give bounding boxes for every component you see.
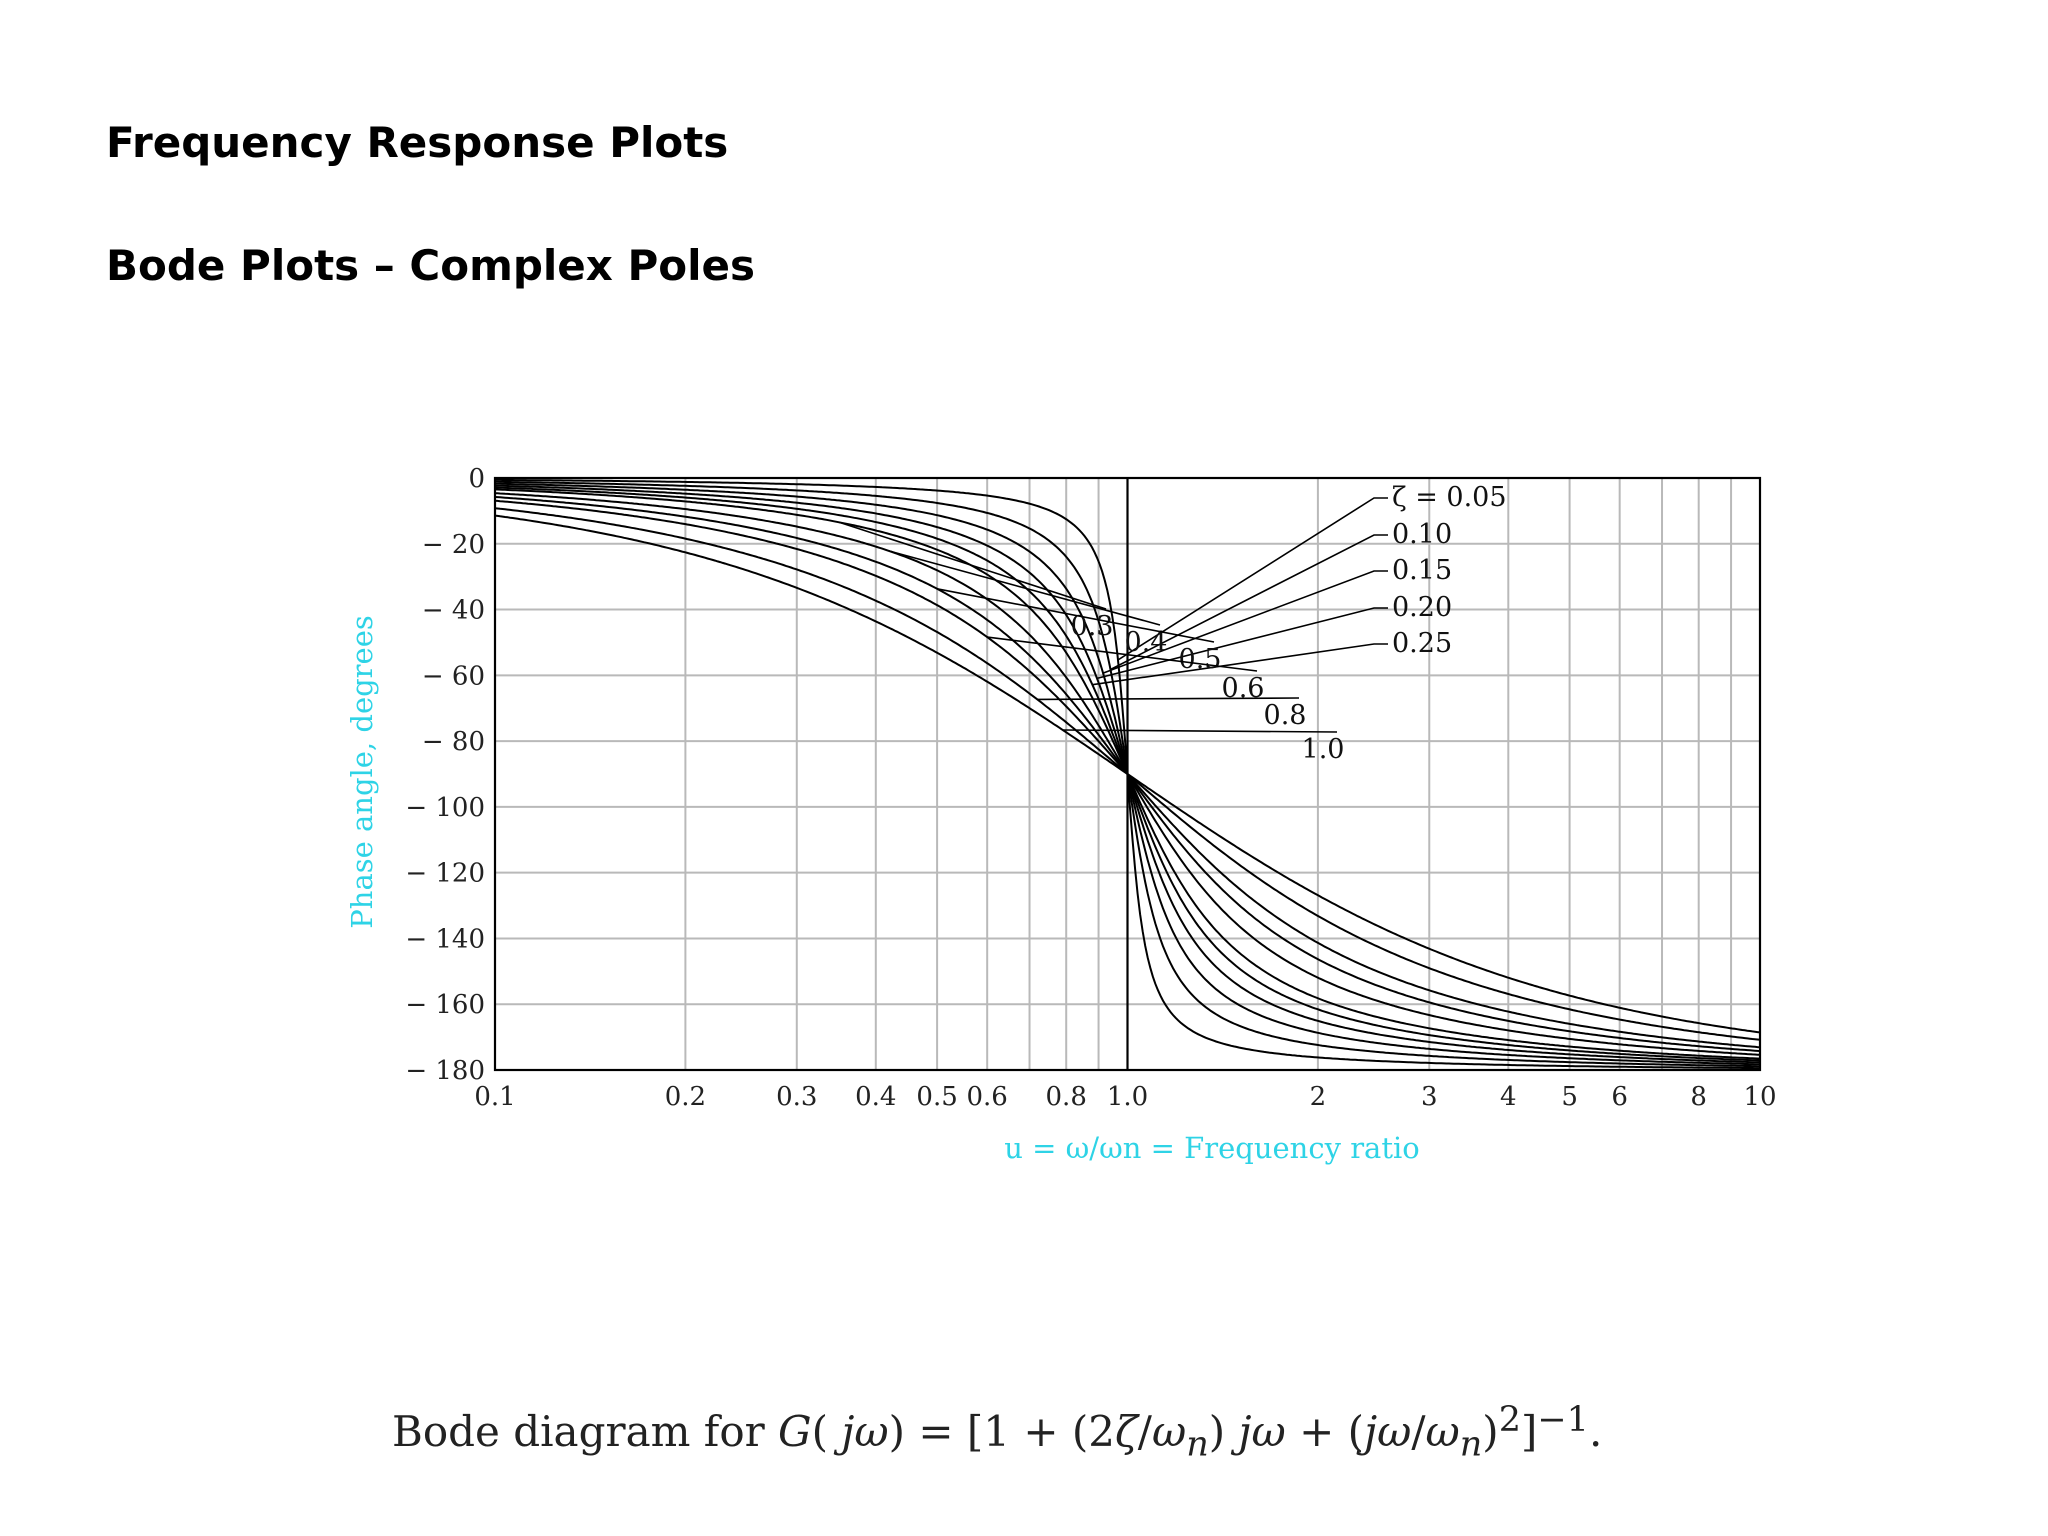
damping-label: ζ = 0.05: [1392, 482, 1507, 513]
x-tick-label: 4: [1500, 1082, 1517, 1112]
x-tick-label: 0.1: [474, 1082, 515, 1112]
caption-zeta: ζ: [1115, 1407, 1138, 1456]
x-tick-label: 10: [1743, 1082, 1776, 1112]
damping-label: 0.6: [1222, 673, 1265, 704]
x-tick-label: 3: [1421, 1082, 1438, 1112]
caption-n2: n: [1459, 1424, 1483, 1465]
x-tick-label: 0.6: [967, 1082, 1008, 1112]
damping-leader: [987, 636, 1258, 672]
caption-inv: −1: [1537, 1400, 1589, 1440]
x-tick-label: 0.5: [916, 1082, 957, 1112]
damping-leader: [936, 588, 1215, 643]
x-axis-label: u = ω/ωn = Frequency ratio: [1004, 1131, 1420, 1165]
caption-jw2: jω: [1238, 1407, 1286, 1456]
section-title: Bode Plots – Complex Poles: [106, 241, 756, 290]
y-tick-label: − 160: [405, 990, 485, 1020]
damping-leader: [1096, 607, 1388, 680]
caption-n1: n: [1186, 1424, 1209, 1465]
damping-label: 1.0: [1302, 734, 1345, 765]
damping-labels: ζ = 0.050.100.150.200.250.30.40.50.60.81…: [838, 482, 1507, 765]
caption-bracket: ]: [1520, 1407, 1538, 1456]
x-tick-label: 8: [1690, 1082, 1707, 1112]
y-tick-label: − 60: [422, 661, 485, 691]
y-tick-label: − 120: [405, 859, 485, 889]
figure-caption: Bode diagram for G( jω) = [1 + (2ζ/ωn) j…: [392, 1400, 1602, 1464]
caption-slash2: /: [1411, 1407, 1426, 1456]
caption-close2: ): [1482, 1407, 1499, 1456]
y-axis-label: Phase angle, degrees: [345, 615, 379, 929]
damping-label: 0.20: [1392, 592, 1452, 623]
caption-close1: ): [1208, 1407, 1239, 1456]
damping-label: 0.8: [1264, 700, 1307, 731]
x-tick-label: 5: [1561, 1082, 1578, 1112]
x-tick-label: 0.2: [665, 1082, 706, 1112]
tick-labels: 0.1 0.2 0.3 0.4 0.5 0.6 0.8 1.0 2 3 4 5 6 8 100− 20− 4…: [405, 464, 1776, 1112]
damping-leader: [1110, 534, 1388, 671]
y-tick-label: − 20: [422, 530, 485, 560]
plot-frame: [493, 476, 1762, 1072]
damping-label: 0.15: [1392, 555, 1452, 586]
caption-slash1: /: [1137, 1407, 1152, 1456]
damping-label: 0.5: [1179, 644, 1222, 675]
x-tick-label: 0.3: [776, 1082, 817, 1112]
y-tick-label: − 100: [405, 793, 485, 823]
damping-leader: [1092, 643, 1388, 686]
caption-prefix: Bode diagram for: [392, 1407, 779, 1456]
damping-leader: [1102, 570, 1388, 674]
damping-label: 0.10: [1392, 519, 1452, 550]
phase-plot: 0.1 0.2 0.3 0.4 0.5 0.6 0.8 1.0 2 3 4 5 6 8 100− 20− 4…: [345, 464, 1777, 1165]
damping-label: 0.25: [1392, 628, 1452, 659]
y-tick-label: − 80: [422, 727, 485, 757]
y-tick-label: − 180: [405, 1056, 485, 1086]
y-tick-label: 0: [468, 464, 485, 494]
caption-g: G: [778, 1407, 812, 1456]
caption-plus: + (: [1285, 1407, 1365, 1456]
caption-jw1: jω: [841, 1407, 889, 1456]
caption-eq-open: ) = [1 + (2: [888, 1407, 1116, 1456]
y-tick-label: − 140: [405, 924, 485, 954]
damping-leader: [1062, 729, 1338, 733]
x-tick-label: 0.4: [855, 1082, 896, 1112]
caption-jw3: jω: [1364, 1407, 1412, 1456]
x-tick-label: 6: [1611, 1082, 1628, 1112]
caption-w1: ω: [1151, 1407, 1187, 1456]
damping-leader: [1037, 697, 1300, 701]
x-tick-label: 1.0: [1107, 1082, 1148, 1112]
page-title: Frequency Response Plots: [106, 118, 729, 167]
damping-leader: [1117, 497, 1388, 661]
caption-arg-open: (: [811, 1407, 842, 1456]
caption-sq: 2: [1498, 1400, 1521, 1440]
x-tick-label: 0.8: [1046, 1082, 1087, 1112]
x-tick-label: 2: [1310, 1082, 1327, 1112]
y-tick-label: − 40: [422, 596, 485, 626]
caption-w2: ω: [1425, 1407, 1460, 1456]
damping-leader: [888, 550, 1161, 626]
damping-leader: [838, 521, 1107, 610]
caption-end: .: [1588, 1407, 1603, 1456]
